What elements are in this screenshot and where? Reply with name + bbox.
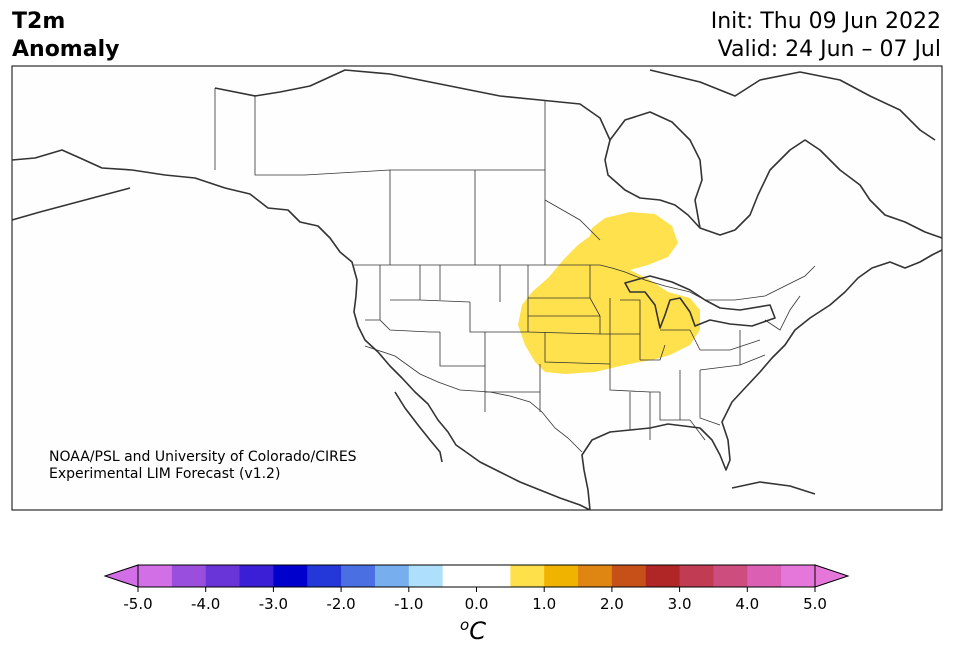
coastline-mexico <box>465 451 591 511</box>
colorbar-tick-label: 5.0 <box>803 595 827 613</box>
colorbar-box <box>341 565 376 587</box>
colorbar-tick-label: -1.0 <box>394 595 423 613</box>
coastline-hudson-bay <box>609 111 703 229</box>
colorbar-box <box>544 565 579 587</box>
colorbar-box <box>273 565 308 587</box>
coastline-baja <box>394 391 443 463</box>
coastline-labrador <box>734 139 943 239</box>
colorbar-box <box>374 565 410 587</box>
colorbar-box <box>171 565 207 587</box>
colorbar-box <box>476 565 511 587</box>
coastline-islands <box>649 69 936 141</box>
colorbar-tick-label: 3.0 <box>668 595 692 613</box>
us-state-lines <box>365 265 801 441</box>
colorbar-boxes <box>103 564 850 588</box>
great-lakes <box>624 275 776 329</box>
title-line-1: T2m <box>12 9 66 34</box>
anomaly-map: .anom { fill: #ffe14d; } .coast path { s… <box>11 65 943 511</box>
coastline-arctic <box>214 69 736 236</box>
colorbar-box <box>239 565 274 587</box>
map-frame <box>11 65 943 511</box>
coastlines <box>11 69 943 511</box>
colorbar-box <box>578 565 613 587</box>
credit-line-1: NOAA/PSL and University of Colorado/CIRE… <box>49 449 357 465</box>
colorbar-box <box>747 565 782 587</box>
colorbar-tick-label: -3.0 <box>259 595 288 613</box>
colorbar-box <box>307 565 342 587</box>
valid-dates: Valid: 24 Jun – 07 Jul <box>717 37 941 62</box>
colorbar-box <box>645 565 681 587</box>
coastline-caribbean <box>731 481 816 495</box>
colorbar-box <box>611 565 647 587</box>
border-us-canada <box>354 264 816 301</box>
colorbar-box <box>713 565 748 587</box>
colorbar-ticks: -5.0 -4.0 -3.0 -2.0 -1.0 0.0 1.0 2.0 3.0 4.0 5.0 <box>123 587 827 613</box>
colorbar-box <box>205 565 241 587</box>
colorbar-unit: oC <box>460 616 486 645</box>
colorbar-tick-label: 0.0 <box>465 595 489 613</box>
colorbar-tick-label: 2.0 <box>600 595 624 613</box>
colorbar-tick-label: 4.0 <box>735 595 759 613</box>
colorbar-tick-label: -2.0 <box>326 595 355 613</box>
colorbar-box <box>510 565 545 587</box>
coastline-aleutians <box>11 187 131 221</box>
credit-text: NOAA/PSL and University of Colorado/CIRE… <box>49 449 357 483</box>
coastline-west <box>11 149 467 453</box>
init-date: Init: Thu 09 Jun 2022 <box>710 9 941 34</box>
colorbar-over-arrow <box>814 564 850 588</box>
colorbar-under-arrow <box>103 564 139 588</box>
colorbar-tick-label: 1.0 <box>532 595 556 613</box>
colorbar-unit-degree: o <box>460 616 470 634</box>
colorbar-box <box>442 565 477 587</box>
canada-province-lines <box>214 88 601 265</box>
colorbar-box <box>781 565 816 587</box>
map-title: T2m Anomaly <box>12 8 119 64</box>
coastline-gulf <box>581 249 943 511</box>
forecast-dates: Init: Thu 09 Jun 2022 Valid: 24 Jun – 07… <box>711 8 941 64</box>
colorbar-box <box>679 565 714 587</box>
colorbar-box <box>408 565 444 587</box>
colorbar-box <box>138 565 173 587</box>
colorbar-tick-label: -4.0 <box>191 595 220 613</box>
title-line-2: Anomaly <box>12 37 120 62</box>
credit-line-2: Experimental LIM Forecast (v1.2) <box>49 466 281 482</box>
colorbar: -5.0 -4.0 -3.0 -2.0 -1.0 0.0 1.0 2.0 3.0 4.0 5.0 <box>103 564 850 613</box>
border-us-mexico <box>364 345 583 453</box>
warm-anomaly-region <box>518 212 700 374</box>
political-borders <box>214 88 816 453</box>
colorbar-unit-letter: C <box>469 617 486 645</box>
colorbar-tick-label: -5.0 <box>123 595 152 613</box>
